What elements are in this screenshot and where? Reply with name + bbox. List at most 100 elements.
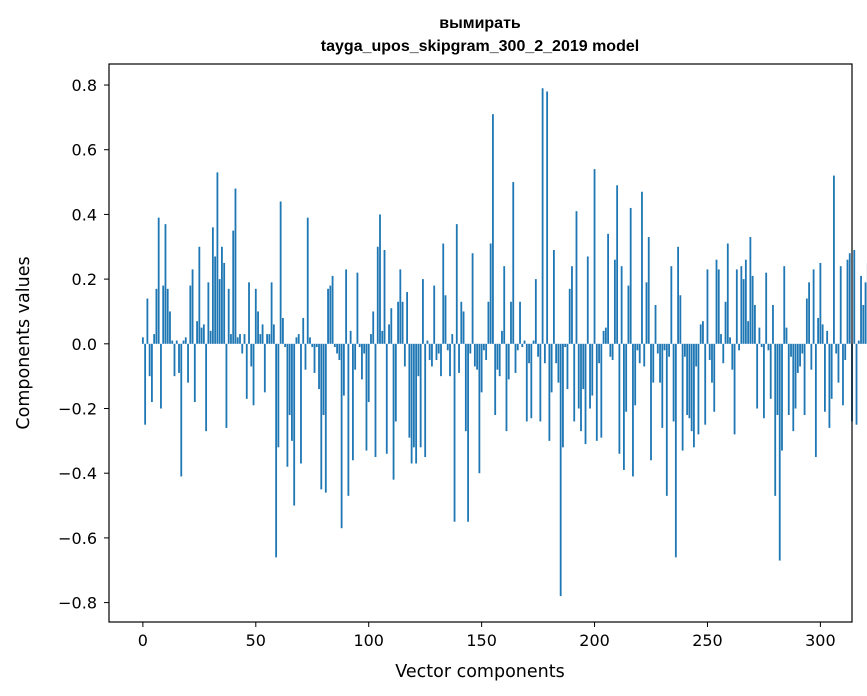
bar-166	[516, 343, 519, 351]
bar-38	[227, 288, 230, 344]
bar-32	[214, 256, 217, 344]
bar-278	[769, 343, 772, 399]
bar-168	[521, 343, 524, 348]
bar-174	[534, 279, 537, 344]
y-tick-label-8: 0.8	[72, 76, 97, 95]
bar-235	[672, 343, 675, 422]
bar-121	[415, 343, 418, 464]
bar-238	[679, 295, 682, 344]
bar-184	[557, 343, 560, 383]
bar-249	[704, 343, 707, 425]
bar-216	[629, 207, 632, 344]
bar-169	[523, 340, 526, 344]
bar-186	[562, 343, 564, 448]
bar-230	[661, 343, 664, 428]
bar-301	[821, 324, 824, 344]
bar-195	[582, 343, 585, 390]
bar-101	[370, 334, 372, 344]
bar-128	[431, 343, 433, 367]
bar-259	[726, 243, 729, 344]
bar-264	[738, 343, 740, 351]
bar-82	[327, 288, 329, 344]
bar-3	[148, 343, 151, 377]
bar-125	[424, 343, 427, 458]
bar-256	[720, 334, 722, 344]
x-tick-label-150: 150	[466, 631, 497, 650]
bar-11	[166, 288, 169, 344]
chart-title: вымирать	[439, 15, 521, 32]
x-tick-label-250: 250	[692, 631, 723, 650]
bar-189	[568, 288, 571, 344]
bar-306	[833, 175, 835, 344]
bar-254	[715, 259, 718, 344]
bar-300	[819, 262, 822, 344]
bar-237	[677, 246, 680, 344]
bar-164	[512, 182, 515, 344]
bar-62	[281, 317, 284, 344]
bar-162	[507, 343, 510, 380]
bar-261	[731, 343, 734, 370]
bar-176	[539, 343, 542, 422]
bar-108	[385, 343, 388, 454]
bar-191	[573, 343, 576, 422]
bar-142	[462, 311, 465, 344]
bar-241	[686, 343, 689, 415]
y-tick-label-3: −0.2	[58, 400, 97, 419]
bar-100	[367, 343, 370, 403]
bar-122	[417, 343, 420, 377]
bar-69	[297, 334, 300, 344]
bar-160	[503, 266, 506, 344]
bar-28	[205, 343, 208, 432]
bar-193	[577, 343, 580, 409]
bar-88	[340, 343, 343, 529]
bar-27	[202, 324, 205, 344]
bar-289	[794, 343, 797, 409]
bar-45	[243, 334, 246, 344]
bar-97	[361, 343, 363, 380]
y-tick-label-0: −0.8	[58, 594, 97, 613]
bar-217	[632, 343, 634, 477]
bar-26	[200, 327, 203, 344]
bar-123	[419, 343, 422, 448]
bar-188	[566, 343, 569, 390]
plot-frame	[108, 63, 853, 623]
bar-124	[422, 279, 424, 344]
bar-277	[767, 343, 770, 351]
bar-268	[747, 321, 750, 344]
bar-222	[643, 343, 646, 367]
bar-80	[322, 343, 325, 415]
bar-225	[650, 343, 652, 461]
bar-132	[440, 343, 442, 377]
bar-172	[530, 343, 533, 419]
y-tick-label-4: 0.0	[72, 335, 97, 354]
bar-21	[189, 285, 192, 344]
bar-116	[403, 343, 406, 367]
bar-145	[469, 343, 472, 354]
bar-90	[345, 269, 348, 344]
bar-83	[329, 285, 332, 344]
bar-138	[453, 343, 456, 522]
bar-25	[198, 246, 201, 344]
bar-250	[706, 269, 709, 344]
bar-37	[225, 343, 228, 428]
bar-221	[641, 191, 643, 344]
bar-316	[855, 343, 858, 425]
bar-257	[722, 343, 725, 364]
bar-302	[824, 343, 826, 412]
bar-42	[236, 337, 239, 344]
bar-206	[607, 233, 609, 344]
bar-22	[191, 269, 194, 344]
bar-15	[175, 340, 178, 344]
bar-33	[216, 172, 219, 344]
bar-18	[182, 340, 185, 344]
bar-155	[492, 114, 494, 344]
bar-282	[778, 343, 781, 561]
bar-65	[288, 343, 291, 415]
bar-234	[670, 266, 673, 344]
bar-232	[665, 343, 668, 496]
bar-299	[817, 317, 820, 344]
bar-105	[379, 214, 381, 344]
bar-267	[744, 259, 747, 344]
y-tick-label-5: 0.2	[72, 270, 97, 289]
